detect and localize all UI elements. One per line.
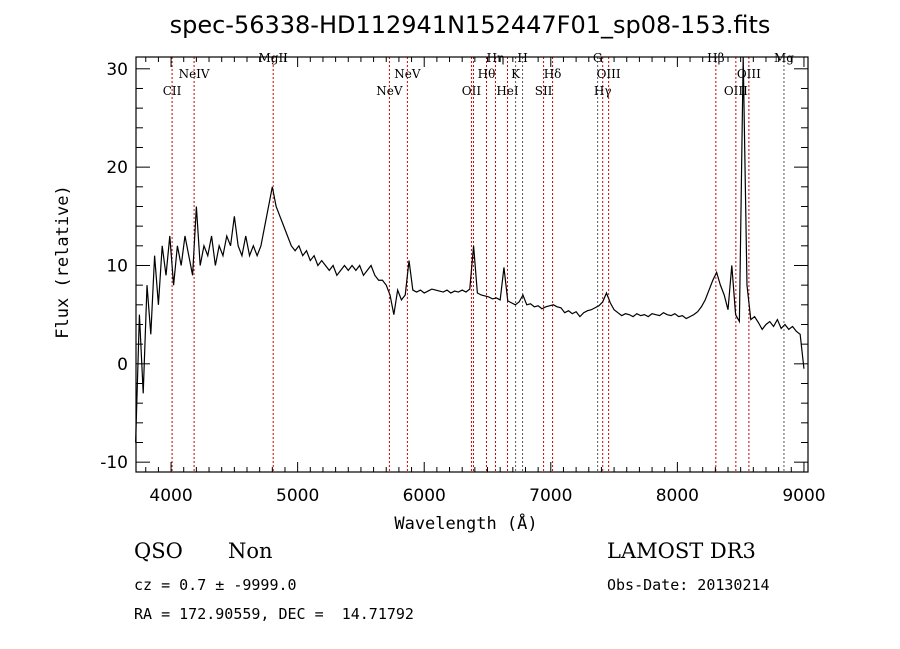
plot-frame xyxy=(135,56,809,473)
line-label: Hγ xyxy=(594,84,612,98)
y-tick-label: 0 xyxy=(117,355,128,375)
x-tick-label: 4000 xyxy=(149,486,192,506)
object-subclass: Non xyxy=(228,539,273,563)
line-label: Hθ xyxy=(478,67,496,81)
spectrum xyxy=(135,56,805,443)
x-tick-label: 5000 xyxy=(276,486,319,506)
line-label: OII xyxy=(462,84,482,98)
x-tick-label: 6000 xyxy=(403,486,446,506)
obs-date: Obs-Date: 20130214 xyxy=(607,576,770,594)
line-label: K xyxy=(511,67,521,81)
survey-label: LAMOST DR3 xyxy=(607,539,756,563)
chart-title: spec-56338-HD112941N152447F01_sp08-153.f… xyxy=(170,11,771,39)
object-class: QSO xyxy=(134,539,183,563)
y-tick-label: 30 xyxy=(106,60,128,80)
line-label: HeI xyxy=(496,84,519,98)
line-label: Hδ xyxy=(544,67,562,81)
line-label: NeV xyxy=(394,67,421,81)
y-tick-label: 10 xyxy=(106,256,128,276)
line-label: CII xyxy=(163,84,182,98)
x-axis-label: Wavelength (Å) xyxy=(394,512,537,534)
y-tick-label: -10 xyxy=(100,453,128,473)
redshift-text: cz = 0.7 ± -9999.0 xyxy=(134,576,297,594)
spectrum-line xyxy=(135,56,805,443)
x-tick-label: 8000 xyxy=(656,486,699,506)
line-label: Hη xyxy=(487,51,505,65)
line-label: MgII xyxy=(258,51,288,65)
y-axis-label: Flux (relative) xyxy=(53,185,73,339)
line-label: Hβ xyxy=(707,51,724,65)
x-tick-label: 9000 xyxy=(782,486,825,506)
line-label: NeIV xyxy=(179,67,210,81)
line-label: OIII xyxy=(597,67,621,81)
radec-text: RA = 172.90559, DEC = 14.71792 xyxy=(134,605,414,623)
line-label: H xyxy=(517,51,527,65)
line-label: SII xyxy=(535,84,553,98)
y-tick-label: 20 xyxy=(106,158,128,178)
line-label: NeV xyxy=(376,84,403,98)
line-label: G xyxy=(593,51,603,65)
axes: 4000 5000 6000 7000 8000 9000 -10 0 10 20 30 xyxy=(100,56,826,506)
line-label: OIII xyxy=(737,67,761,81)
line-label: OIII xyxy=(724,84,748,98)
spectral-lines: CII NeIV MgII NeV NeV OII Hθ Hη HeI KH SII Hδ G Hγ OII… xyxy=(163,51,794,472)
x-tick-label: 7000 xyxy=(529,486,572,506)
